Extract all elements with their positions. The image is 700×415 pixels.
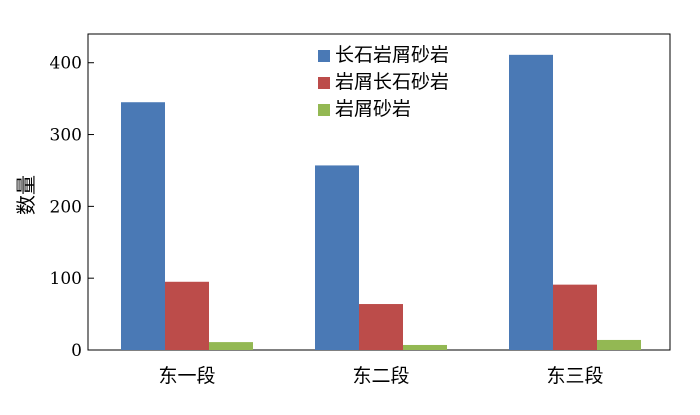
y-tick-label: 200 <box>50 197 82 217</box>
y-tick-label: 300 <box>50 126 82 146</box>
bar <box>509 54 553 351</box>
bar <box>315 165 359 350</box>
x-tick-label: 东二段 <box>352 365 409 387</box>
legend-label: 长石岩屑砂岩 <box>335 44 449 66</box>
x-tick-label: 东一段 <box>158 365 215 387</box>
y-axis-label: 数量 <box>14 175 38 215</box>
y-tick-label: 0 <box>71 341 82 361</box>
y-tick-label: 400 <box>50 54 82 74</box>
legend-swatch <box>318 104 330 116</box>
bar <box>403 344 447 350</box>
y-tick-label: 100 <box>50 269 82 289</box>
bar <box>597 339 641 350</box>
bar <box>359 304 403 350</box>
bar <box>121 102 165 351</box>
legend-label: 岩屑长石砂岩 <box>335 71 449 93</box>
legend-label: 岩屑砂岩 <box>335 98 411 120</box>
y-axis: 0 100 200 300 400 <box>50 54 94 361</box>
bar <box>209 342 253 350</box>
legend-swatch <box>318 77 330 89</box>
bars-group <box>121 54 641 351</box>
bar <box>165 281 209 350</box>
legend-swatch <box>318 50 330 62</box>
x-tick-label: 东三段 <box>546 365 603 387</box>
x-axis: 东一段 东二段 东三段 <box>158 365 603 387</box>
bar <box>553 284 597 350</box>
